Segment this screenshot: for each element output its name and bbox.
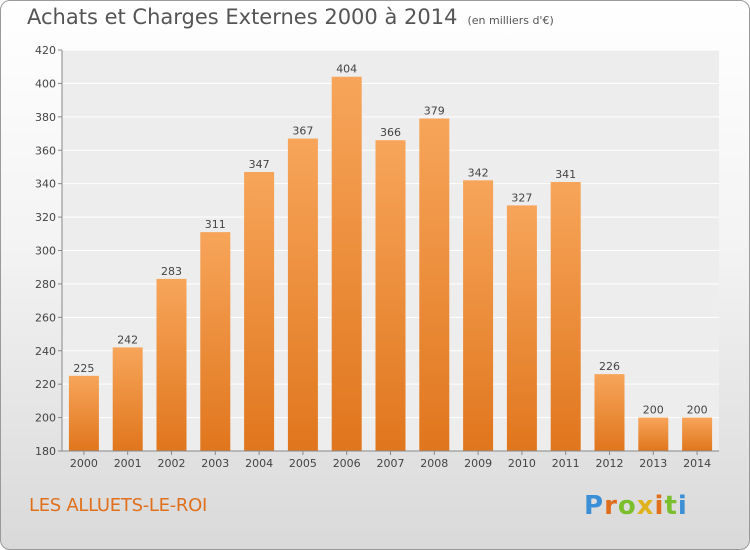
x-tick-label: 2000 <box>70 457 98 470</box>
y-tick-label: 220 <box>35 378 56 391</box>
chart-title-text: Achats et Charges Externes 2000 à 2014 <box>27 5 458 29</box>
bar-value-label: 366 <box>380 126 401 139</box>
bar <box>550 181 581 451</box>
y-tick-label: 400 <box>35 77 56 90</box>
bar <box>112 347 143 451</box>
chart-subtitle: (en milliers d'€) <box>467 14 554 27</box>
x-tick-label: 2013 <box>639 457 667 470</box>
bar-value-label: 200 <box>643 404 664 417</box>
x-tick-label: 2007 <box>377 457 405 470</box>
x-tick-label: 2003 <box>201 457 229 470</box>
brand-letter: r <box>604 491 618 521</box>
bar <box>331 76 362 451</box>
bar-value-label: 342 <box>468 166 489 179</box>
brand-letter: i <box>654 491 665 521</box>
bar-value-label: 242 <box>117 333 138 346</box>
y-axis: 180 200 220 240 260 280 300 320 340 360 380 400 420 <box>35 44 63 458</box>
bar <box>638 417 669 451</box>
brand-letter: P <box>584 491 605 521</box>
y-tick-label: 260 <box>35 311 56 324</box>
x-tick-label: 2002 <box>158 457 186 470</box>
x-tick-label: 2008 <box>420 457 448 470</box>
bar-value-label: 347 <box>249 158 270 171</box>
bar-value-label: 404 <box>336 63 357 76</box>
bar-value-label: 200 <box>687 404 708 417</box>
bar <box>463 180 494 451</box>
x-tick-label: 2009 <box>464 457 492 470</box>
x-tick-label: 2010 <box>508 457 536 470</box>
bar <box>287 138 318 451</box>
bars: 225 242 283 311 347 367 404 366 379 342 327 341 226 2… <box>68 63 713 452</box>
bar <box>419 118 450 452</box>
chart-title: Achats et Charges Externes 2000 à 2014 (e… <box>27 5 554 29</box>
x-tick-label: 2005 <box>289 457 317 470</box>
bar <box>156 278 187 451</box>
bar <box>200 232 231 451</box>
x-tick-label: 2012 <box>596 457 624 470</box>
bar-value-label: 283 <box>161 265 182 278</box>
x-tick-label: 2014 <box>683 457 711 470</box>
y-tick-label: 200 <box>35 412 56 425</box>
bar-value-label: 367 <box>292 125 313 138</box>
proxiti-logo: Proxiti <box>584 491 688 521</box>
y-tick-label: 360 <box>35 144 56 157</box>
bar <box>682 417 713 451</box>
brand-letter: i <box>677 491 688 521</box>
commune-name: LES ALLUETS-LE-ROI <box>29 495 207 516</box>
bar-value-label: 327 <box>511 191 532 204</box>
bar <box>244 171 275 452</box>
x-tick-label: 2001 <box>114 457 142 470</box>
y-tick-label: 340 <box>35 178 56 191</box>
bar <box>68 375 99 451</box>
bar <box>375 140 406 451</box>
bar <box>594 374 625 451</box>
bar-value-label: 225 <box>73 362 94 375</box>
brand-letter: t <box>664 491 678 521</box>
bar <box>506 205 537 451</box>
y-tick-label: 420 <box>35 44 56 57</box>
brand-letter: x <box>636 491 655 521</box>
y-tick-label: 280 <box>35 278 56 291</box>
y-tick-label: 240 <box>35 345 56 358</box>
bar-value-label: 226 <box>599 360 620 373</box>
bar-value-label: 341 <box>555 168 576 181</box>
x-tick-label: 2004 <box>245 457 273 470</box>
bar-value-label: 311 <box>205 218 226 231</box>
x-axis: 2000 2001 2002 2003 2004 2005 2006 2007 2008 2009… <box>62 450 719 470</box>
y-tick-label: 180 <box>35 445 56 458</box>
y-tick-label: 380 <box>35 111 56 124</box>
brand-letter: o <box>617 491 637 521</box>
x-tick-label: 2011 <box>552 457 580 470</box>
y-tick-label: 300 <box>35 245 56 258</box>
bar-value-label: 379 <box>424 105 445 118</box>
x-tick-label: 2006 <box>333 457 361 470</box>
y-tick-label: 320 <box>35 211 56 224</box>
